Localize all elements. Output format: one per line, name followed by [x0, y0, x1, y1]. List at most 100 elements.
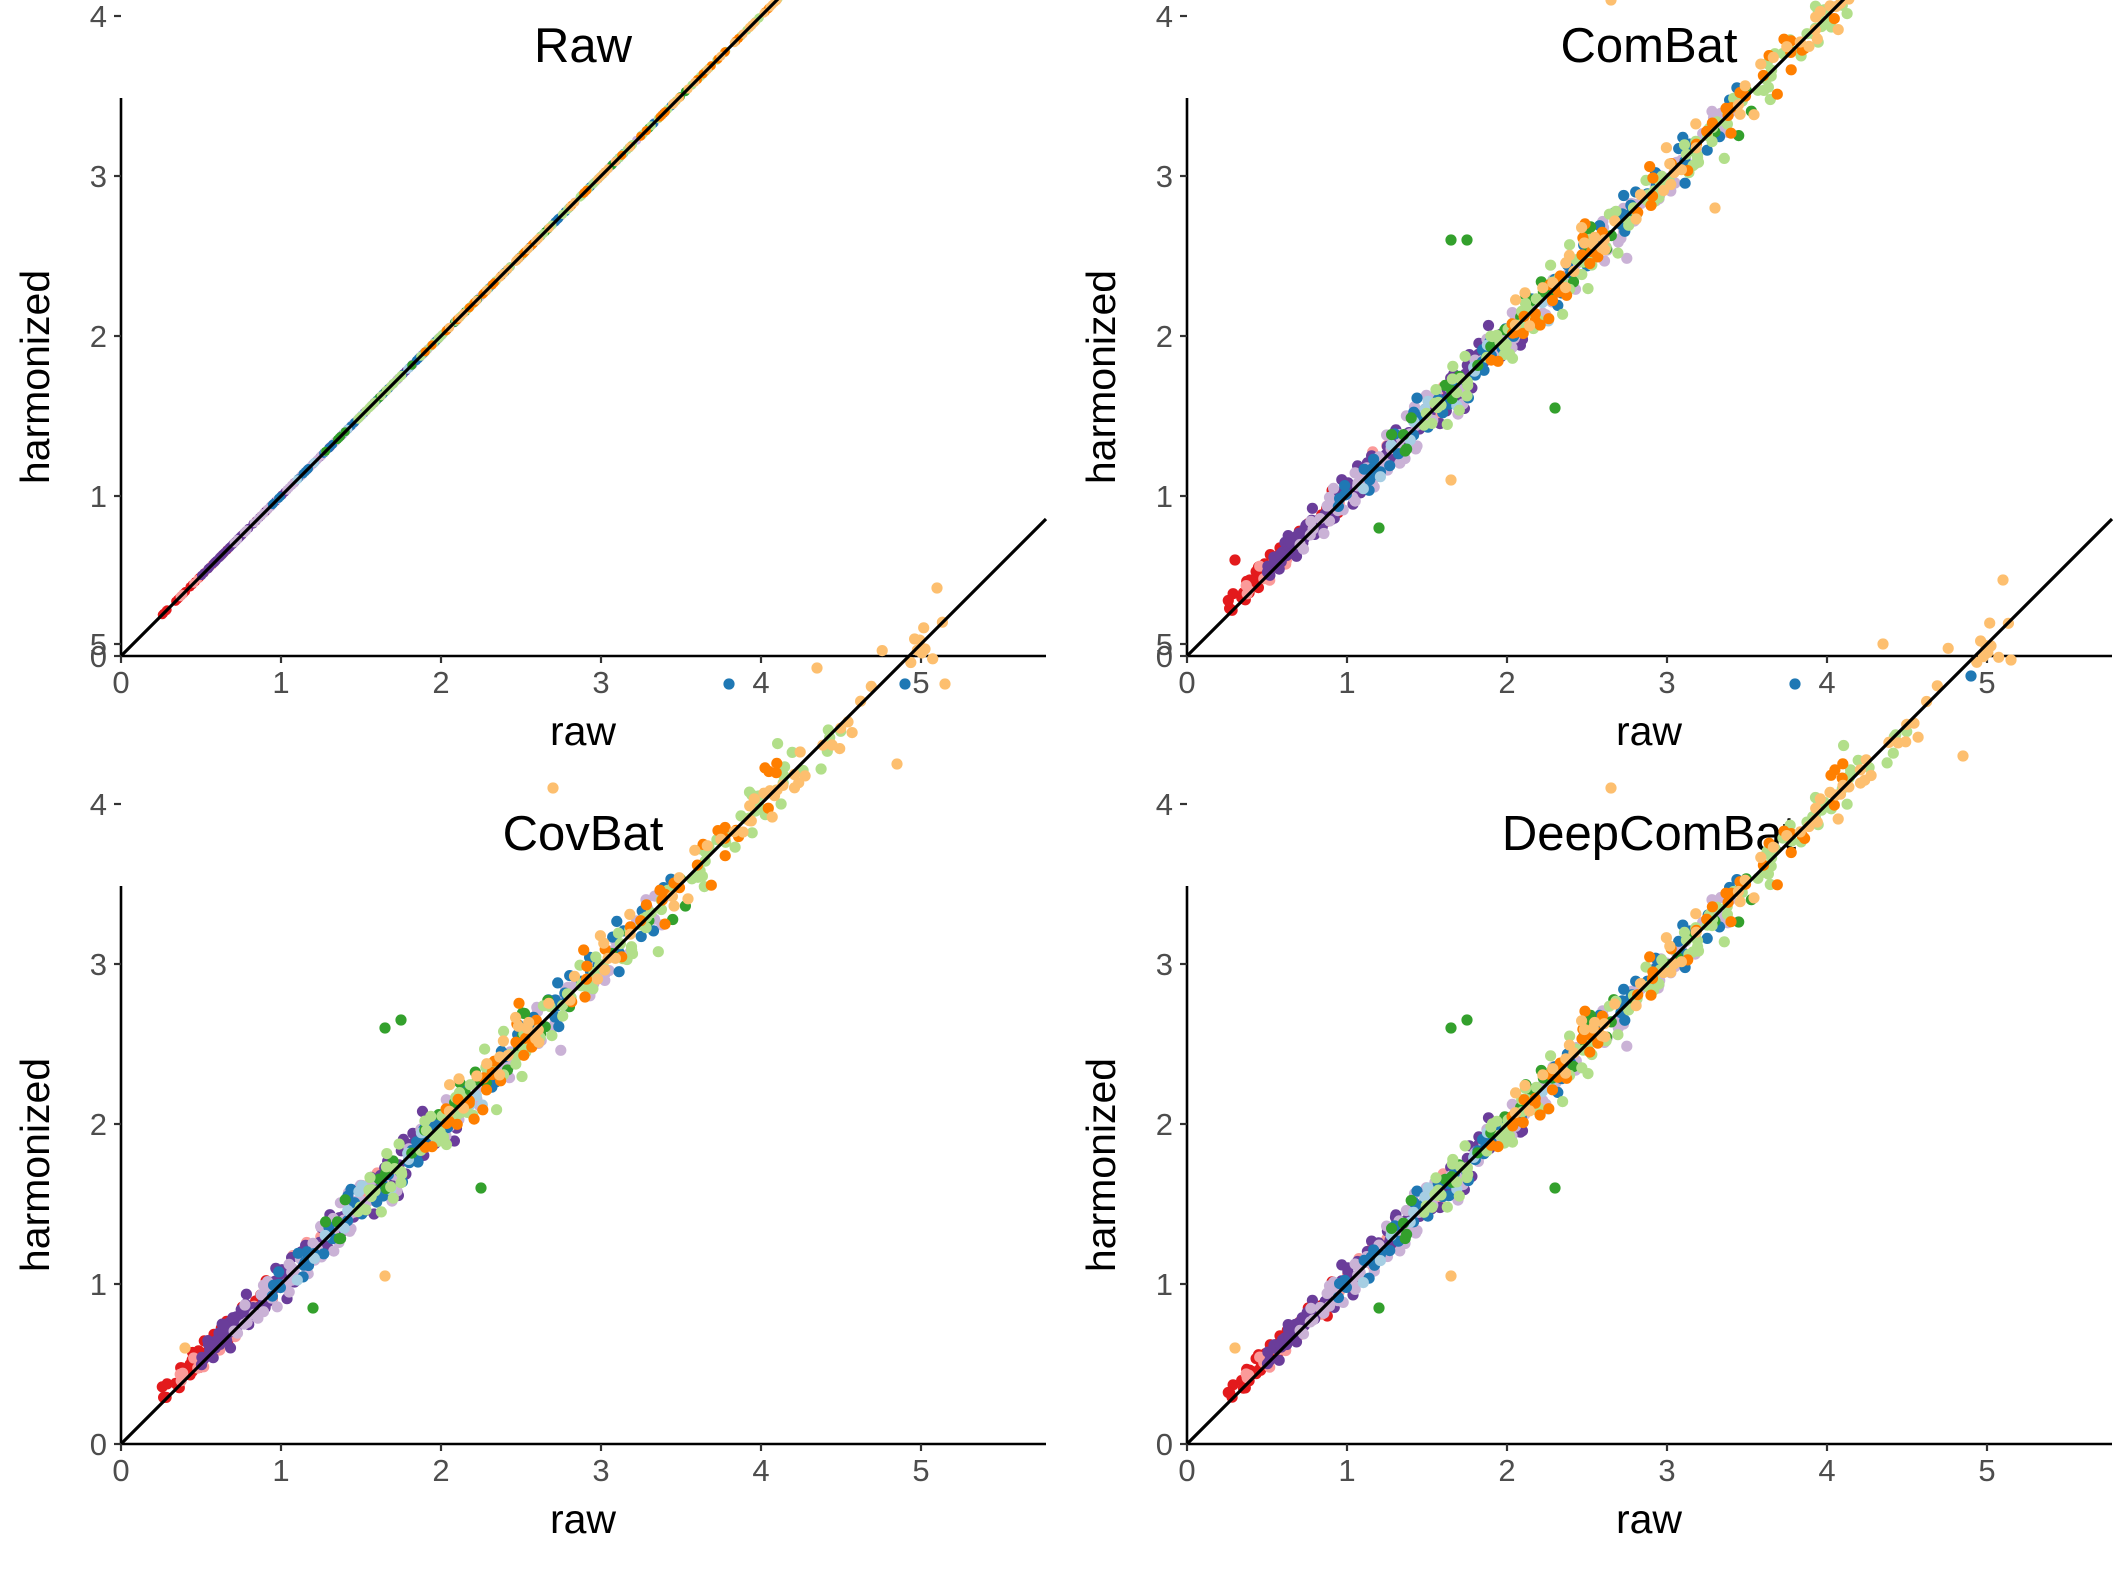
data-point: [444, 1079, 456, 1091]
data-point: [1549, 1182, 1561, 1194]
data-point: [899, 678, 911, 690]
data-point: [1461, 234, 1473, 246]
data-point: [1718, 936, 1730, 948]
data-point: [1321, 500, 1333, 512]
data-point: [533, 1036, 545, 1048]
data-point: [1993, 651, 2005, 663]
data-point: [380, 1161, 392, 1173]
data-point: [1445, 1270, 1457, 1282]
data-point: [1537, 282, 1549, 294]
data-point: [1584, 1046, 1596, 1058]
data-point: [1386, 1222, 1398, 1234]
x-tick-label: 3: [1658, 665, 1675, 700]
data-point: [909, 633, 921, 645]
data-point: [1305, 1302, 1317, 1314]
data-point: [1832, 813, 1844, 825]
data-point: [1485, 330, 1497, 342]
data-point: [719, 850, 731, 862]
data-point: [1519, 297, 1532, 309]
x-tick-label: 4: [752, 665, 769, 700]
data-point: [1767, 841, 1779, 853]
data-point: [393, 1138, 405, 1150]
data-point: [1445, 234, 1457, 246]
data-point: [748, 793, 760, 805]
data-point: [613, 966, 625, 978]
data-point: [1222, 594, 1234, 607]
data-point: [1557, 308, 1569, 320]
data-point: [611, 915, 623, 928]
data-point: [547, 782, 559, 794]
x-tick-label: 2: [432, 1453, 449, 1488]
data-point: [1660, 142, 1672, 154]
data-point: [1589, 1016, 1601, 1029]
data-point: [1997, 574, 2009, 586]
data-point: [1254, 560, 1266, 572]
data-point: [1485, 354, 1497, 366]
data-point: [468, 1113, 480, 1125]
data-point: [1462, 1168, 1474, 1180]
data-point: [1357, 1277, 1369, 1289]
data-point: [1771, 879, 1783, 891]
data-point: [1229, 1342, 1241, 1354]
data-point: [1547, 1063, 1559, 1075]
data-point: [1725, 916, 1737, 928]
data-point: [364, 1171, 376, 1184]
data-point: [1399, 1232, 1411, 1245]
data-point: [817, 739, 829, 751]
x-axis-title: raw: [550, 708, 616, 754]
x-tick-label: 5: [912, 665, 929, 700]
data-point: [552, 977, 564, 989]
data-point: [939, 678, 951, 690]
x-tick-label: 3: [592, 665, 609, 700]
data-point: [1273, 1354, 1285, 1366]
data-point: [1921, 695, 1933, 708]
data-point: [1503, 348, 1516, 360]
data-point: [737, 826, 749, 838]
data-point: [1942, 642, 1954, 654]
y-tick-label: 0: [90, 639, 107, 674]
data-point: [673, 872, 685, 884]
data-point: [918, 622, 930, 634]
data-point: [453, 1073, 465, 1085]
data-point: [652, 946, 664, 958]
data-point: [1771, 88, 1783, 100]
data-point: [1748, 109, 1760, 121]
data-point: [1841, 8, 1853, 20]
data-point: [1809, 24, 1821, 36]
x-tick-label: 0: [1178, 665, 1195, 700]
data-point: [1426, 1201, 1438, 1213]
data-point: [1543, 313, 1555, 325]
data-point: [1789, 678, 1801, 690]
data-point: [480, 1084, 493, 1096]
x-tick-label: 1: [272, 1453, 289, 1488]
y-tick-label: 3: [1156, 159, 1173, 194]
data-point: [1545, 259, 1557, 271]
data-point: [1405, 1194, 1417, 1207]
data-point: [1545, 1050, 1557, 1062]
data-point: [1373, 522, 1385, 534]
x-tick-label: 5: [1978, 1453, 1995, 1488]
data-point: [1814, 793, 1826, 805]
y-tick-label: 2: [1156, 319, 1173, 354]
data-point: [1349, 495, 1361, 507]
data-point: [590, 951, 602, 963]
data-point: [224, 1342, 237, 1354]
data-point: [1701, 144, 1713, 156]
scatter-points: [1222, 0, 1855, 616]
data-point: [360, 1204, 372, 1216]
data-point: [1365, 1251, 1377, 1263]
data-point: [1584, 257, 1596, 270]
data-point: [477, 1104, 489, 1116]
data-point: [395, 1177, 407, 1189]
data-point: [412, 1156, 424, 1168]
x-tick-label: 3: [592, 1453, 609, 1488]
data-point: [1811, 33, 1823, 45]
data-point: [1900, 736, 1912, 748]
data-point: [612, 927, 625, 939]
data-point: [811, 662, 823, 674]
data-point: [1419, 1191, 1431, 1203]
data-point: [1546, 294, 1559, 307]
data-point: [1582, 1068, 1594, 1080]
data-point: [1314, 1301, 1326, 1314]
data-point: [1721, 118, 1733, 130]
